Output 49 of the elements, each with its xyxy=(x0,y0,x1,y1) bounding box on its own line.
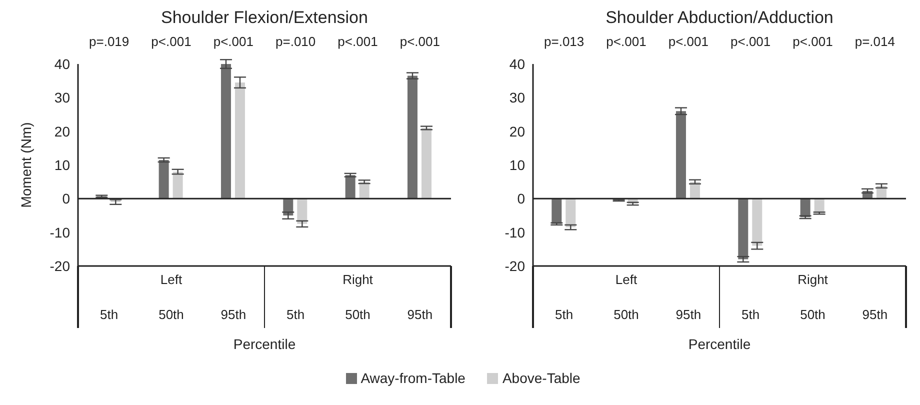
y-tick-label: 30 xyxy=(54,90,70,106)
y-tick-label: 10 xyxy=(509,156,526,173)
y-tick-label: -10 xyxy=(50,224,70,240)
text: p<.001 xyxy=(336,34,379,49)
y-tick-label: 10 xyxy=(54,156,70,173)
text: p<.001 xyxy=(730,34,772,49)
text: Left xyxy=(614,272,638,287)
legend-label: Above-Table xyxy=(501,370,580,386)
y-tick-label: -10 xyxy=(504,224,526,240)
y-tick-label: 40 xyxy=(54,56,70,72)
y-tick-label: 30 xyxy=(509,90,526,106)
x-axis-title: Percentile xyxy=(232,336,297,352)
text: p<.001 xyxy=(212,34,254,49)
x-tick-label: 50th xyxy=(158,307,184,322)
text: p=.014 xyxy=(854,34,896,49)
y-tick-label: 40 xyxy=(509,56,526,72)
text: p=.013 xyxy=(543,34,586,49)
x-tick-label: 95th xyxy=(676,307,702,322)
text: p<.001 xyxy=(605,34,648,49)
x-tick-label: 5th xyxy=(286,307,305,322)
text: p=.019 xyxy=(88,34,130,49)
text: p<.001 xyxy=(792,34,834,49)
text: Right xyxy=(342,272,374,287)
chart-title: Shoulder Abduction/Adduction xyxy=(604,8,834,28)
chart-title: Shoulder Flexion/Extension xyxy=(160,8,369,28)
text: p=.010 xyxy=(274,34,317,49)
x-tick-label: 50th xyxy=(345,307,370,322)
x-tick-label: 5th xyxy=(100,307,118,322)
y-tick-label: 0 xyxy=(62,190,70,207)
y-tick-label: -20 xyxy=(504,258,526,274)
text: p<.001 xyxy=(150,34,192,49)
text: Right xyxy=(796,272,829,287)
y-tick-label: -20 xyxy=(50,258,70,274)
y-tick-label: 20 xyxy=(54,123,70,140)
text: p<.001 xyxy=(667,34,710,49)
x-tick-label: 95th xyxy=(220,307,246,322)
x-tick-label: 5th xyxy=(555,307,574,322)
text: Left xyxy=(159,272,184,287)
x-tick-label: 50th xyxy=(800,307,826,322)
x-tick-label: 95th xyxy=(407,307,433,322)
x-axis-title: Percentile xyxy=(687,336,752,352)
y-tick-label: 0 xyxy=(517,190,526,207)
legend-label: Away-from-Table xyxy=(360,370,466,386)
x-tick-label: 50th xyxy=(614,307,639,322)
x-tick-label: 5th xyxy=(742,307,760,322)
y-axis-title: Moment (Nm) xyxy=(18,122,34,208)
text: p<.001 xyxy=(398,34,441,49)
y-tick-label: 20 xyxy=(509,123,526,140)
x-tick-label: 95th xyxy=(862,307,888,322)
